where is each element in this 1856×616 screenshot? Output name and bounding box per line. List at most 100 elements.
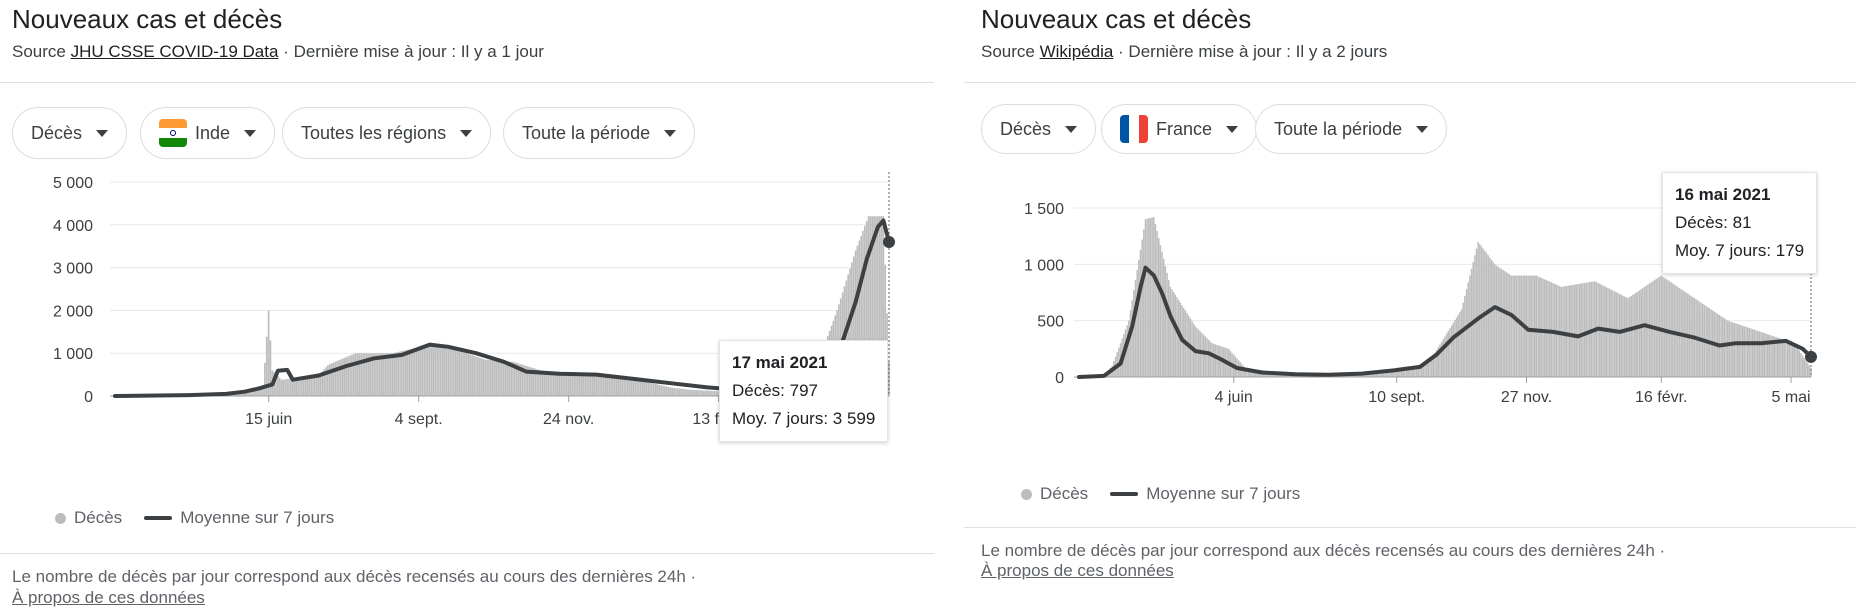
deaths-chart[interactable]: 0 500 1 000 1 500 4 juin 10 sept. 27 nov. 16 fé… <box>964 170 1856 490</box>
period-label: Toute la période <box>522 122 651 143</box>
region-label: Toutes les régions <box>301 122 447 143</box>
bar <box>1136 269 1138 377</box>
bar <box>1798 350 1801 377</box>
bar <box>1781 339 1784 377</box>
bar <box>245 391 248 396</box>
bar <box>364 353 366 396</box>
bar <box>260 389 263 396</box>
bar <box>491 360 494 396</box>
bar <box>882 216 885 396</box>
bar <box>667 387 670 396</box>
y-tick-label: 2 000 <box>53 303 93 320</box>
country-dropdown[interactable]: Inde <box>140 107 276 159</box>
bar <box>1252 369 1255 377</box>
bar <box>1507 273 1509 377</box>
bar <box>1154 223 1157 377</box>
bar <box>1583 282 1586 377</box>
bar <box>1770 335 1772 377</box>
bar <box>508 361 511 396</box>
bar <box>1445 333 1448 377</box>
panel-title: Nouveaux cas et décès <box>981 4 1252 34</box>
bar <box>486 359 488 396</box>
bar <box>269 340 272 396</box>
metric-dropdown[interactable]: Décès <box>981 104 1097 154</box>
bar <box>1494 264 1496 377</box>
bar <box>604 375 607 396</box>
bar <box>1510 275 1513 377</box>
bar <box>1572 284 1574 377</box>
bar <box>1735 323 1737 377</box>
bar <box>380 353 383 396</box>
bar <box>610 376 612 396</box>
bar <box>1156 230 1158 377</box>
bar <box>423 345 425 396</box>
bar <box>878 216 881 396</box>
bar <box>1399 368 1401 377</box>
metric-dropdown[interactable]: Décès <box>12 107 128 159</box>
bar <box>562 374 564 396</box>
bar <box>443 346 446 396</box>
bar <box>406 349 409 396</box>
bar <box>515 362 518 396</box>
bar <box>1134 280 1137 377</box>
bar <box>1499 267 1501 377</box>
bar <box>582 374 585 396</box>
france-flag-icon <box>1120 115 1148 143</box>
bar <box>519 364 522 396</box>
bar <box>347 356 350 396</box>
bar <box>1420 364 1423 377</box>
bar <box>312 376 314 396</box>
period-dropdown[interactable]: Toute la période <box>1255 104 1448 154</box>
bar <box>545 371 548 396</box>
bar <box>414 348 416 396</box>
bar <box>1745 326 1747 377</box>
bar <box>1773 336 1776 377</box>
bar <box>1763 333 1766 377</box>
period-dropdown[interactable]: Toute la période <box>503 107 696 159</box>
bar <box>480 358 483 396</box>
bar <box>1251 368 1253 377</box>
bar <box>669 387 672 396</box>
source-link[interactable]: JHU CSSE COVID-19 Data <box>70 42 279 61</box>
bar <box>689 389 692 396</box>
bar <box>615 376 618 396</box>
bar <box>1174 294 1177 377</box>
legend-line-label: Moyenne sur 7 jours <box>180 508 335 527</box>
bar <box>473 355 475 396</box>
bar <box>1565 286 1568 377</box>
bar <box>1400 367 1403 377</box>
bar <box>352 353 355 396</box>
bar <box>377 353 379 396</box>
bar <box>849 268 851 396</box>
about-data-link[interactable]: À propos de ces données <box>981 561 1174 580</box>
bar <box>1437 347 1440 377</box>
bar <box>701 390 703 396</box>
footer-divider <box>0 553 934 554</box>
panel-france: Nouveaux cas et décès Source Wikipédia ·… <box>964 0 1856 616</box>
region-dropdown[interactable]: Toutes les régions <box>282 107 492 159</box>
bar <box>1148 218 1150 377</box>
bar <box>1637 291 1639 377</box>
bar <box>589 374 592 396</box>
source-link[interactable]: Wikipédia <box>1039 42 1114 61</box>
bar <box>371 353 374 396</box>
bar <box>1534 275 1536 377</box>
bar <box>293 378 296 396</box>
bar <box>1585 282 1588 377</box>
deaths-chart[interactable]: 0 1 000 2 000 3 000 4 000 5 000 15 juin 4 sept.… <box>0 170 934 500</box>
y-tick-label: 500 <box>1037 314 1064 331</box>
about-data-link[interactable]: À propos de ces données <box>12 588 205 607</box>
chevron-down-icon <box>96 129 109 137</box>
chart-tooltip: 17 mai 2021 Décès: 797 Moy. 7 jours: 3 5… <box>719 340 889 442</box>
country-dropdown[interactable]: France <box>1101 104 1258 154</box>
bar <box>1578 283 1581 377</box>
bar <box>1219 346 1222 377</box>
bar <box>865 221 868 396</box>
bar <box>1415 365 1418 377</box>
bar <box>851 262 853 396</box>
bar <box>1751 329 1754 377</box>
bar <box>876 216 879 396</box>
bar <box>1141 239 1143 377</box>
bar <box>1392 369 1395 377</box>
bar <box>693 389 696 396</box>
